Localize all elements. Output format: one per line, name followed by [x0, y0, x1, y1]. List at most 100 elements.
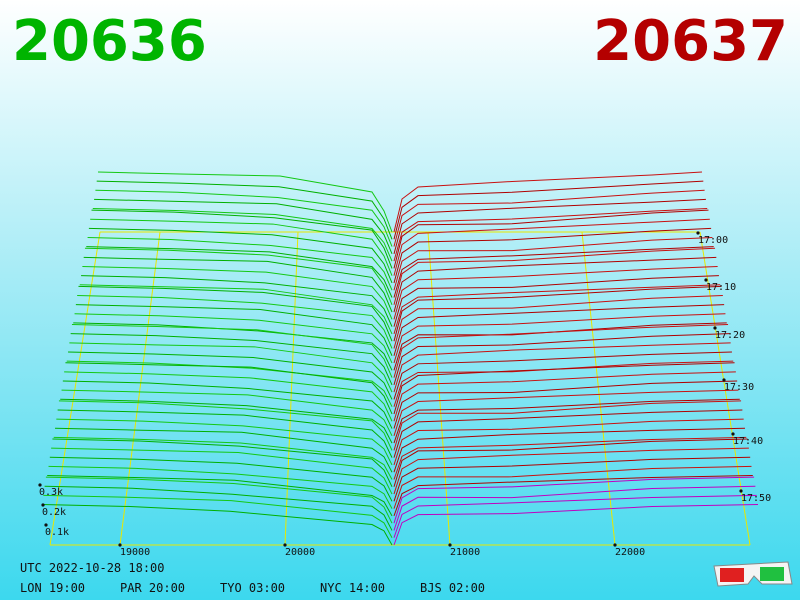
bid-depth-line [70, 333, 393, 386]
tick-dot [118, 543, 122, 547]
ask-depth-line [393, 494, 757, 538]
bid-depth-line [86, 246, 393, 298]
bid-depth-line [74, 313, 393, 364]
bid-depth-line [69, 342, 393, 393]
bid-depth-line [79, 284, 393, 335]
time-label: 17:00 [698, 235, 728, 246]
ask-depth-line [393, 474, 753, 517]
bid-depth-line [45, 476, 393, 524]
ask-depth-line [393, 465, 752, 509]
ask-depth-line [393, 485, 756, 531]
city-clock: TYO 03:00 [220, 581, 285, 595]
ask-depth-line [393, 371, 736, 422]
bid-depth-line [49, 456, 393, 502]
time-label: 17:40 [733, 436, 763, 447]
bid-depth-line [91, 209, 393, 269]
ask-depth-line [393, 209, 709, 269]
tick-dot [739, 489, 743, 493]
tick-dot [704, 278, 708, 282]
utc-time: UTC 2022-10-28 18:00 [20, 561, 165, 575]
bid-depth-line [64, 371, 393, 422]
bid-depth-line [82, 266, 393, 320]
time-label: 17:20 [715, 330, 745, 341]
bid-depth-line [58, 400, 393, 451]
bid-depth-line [51, 447, 393, 495]
tick-dot [41, 503, 45, 507]
ask-depth-line [393, 198, 706, 254]
tick-dot [696, 231, 700, 235]
bid-depth-line [47, 474, 393, 517]
ask-depth-line [393, 324, 729, 378]
bid-depth-line [41, 504, 393, 546]
bid-depth-line [87, 237, 393, 291]
tick-dot [38, 483, 42, 487]
glasses-icon [713, 561, 793, 587]
bid-depth-line [43, 494, 393, 538]
tick-dot [613, 543, 617, 547]
ask-depth-line [393, 351, 732, 400]
depth-lines [41, 171, 759, 546]
time-label: 17:10 [706, 282, 736, 293]
ask-depth-line [393, 313, 726, 364]
bid-depth-line [94, 198, 393, 255]
bid-depth-line [48, 465, 393, 509]
ask-depth-line [393, 227, 712, 284]
price-label: 21000 [450, 547, 480, 558]
ask-depth-line [393, 409, 743, 458]
bid-depth-line [68, 351, 393, 400]
ask-depth-line [393, 380, 738, 429]
bid-depth-line [77, 295, 393, 349]
price-label: 19000 [120, 547, 150, 558]
bid-depth-line [60, 398, 393, 444]
ask-depth-line [393, 246, 714, 298]
ask-price: 20637 [593, 9, 788, 74]
ask-depth-line [393, 436, 747, 480]
ask-depth-line [393, 237, 713, 291]
tick-dot [44, 523, 48, 527]
ask-depth-line [393, 389, 739, 436]
bid-depth-line [53, 436, 393, 480]
bid-depth-line [65, 362, 393, 415]
ask-depth-line [393, 218, 710, 276]
time-label: 17:30 [724, 382, 754, 393]
ask-depth-line [393, 360, 734, 407]
bid-depth-line [75, 304, 393, 356]
time-label: 17:50 [741, 493, 771, 504]
ask-depth-line [393, 247, 716, 305]
tick-dot [283, 543, 287, 547]
ask-depth-line [393, 476, 755, 524]
ask-depth-line [393, 171, 703, 233]
bid-depth-line [81, 275, 393, 327]
ask-depth-line [393, 362, 735, 415]
bid-depth-line [61, 389, 393, 437]
price-label: 22000 [615, 547, 645, 558]
ask-depth-line [393, 275, 719, 327]
tick-dot [713, 326, 717, 330]
ask-depth-line [393, 266, 718, 320]
ask-depth-line [393, 418, 744, 466]
ask-depth-line [393, 333, 730, 385]
bid-depth-line [71, 324, 393, 378]
bid-depth-line [56, 418, 393, 466]
ask-depth-line [393, 322, 727, 371]
tick-dot [731, 432, 735, 436]
ask-depth-line [393, 208, 708, 262]
bid-depth-line [62, 380, 393, 429]
ask-depth-line [393, 447, 749, 495]
bid-depth-line [90, 218, 393, 276]
ask-depth-line [393, 342, 731, 393]
bid-depth-line [95, 189, 393, 247]
ask-depth-line [393, 189, 705, 247]
bid-depth-line [83, 256, 393, 313]
bid-depth-line [88, 227, 393, 284]
frame [49, 231, 751, 546]
bid-depth-line [52, 438, 393, 487]
bid-depth-line [55, 427, 393, 473]
ask-depth-line [393, 304, 725, 356]
depth-label: 0.3k [39, 487, 63, 498]
bid-depth-line [78, 285, 393, 342]
ask-depth-line [393, 398, 740, 444]
bid-depth-line [97, 171, 393, 233]
